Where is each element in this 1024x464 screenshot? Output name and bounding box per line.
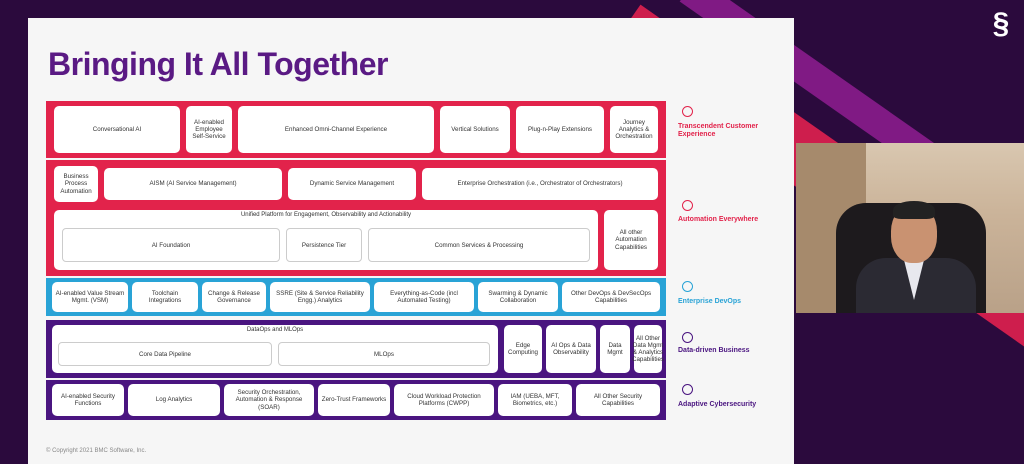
- cell-aism: AISM (AI Service Management): [104, 168, 282, 200]
- cell-iam: IAM (UEBA, MFT, Biometrics, etc.): [498, 384, 572, 416]
- cell-change-release: Change & Release Governance: [202, 282, 266, 312]
- cell-enterprise-orchestration: Enterprise Orchestration (i.e., Orchestr…: [422, 168, 658, 200]
- tce-band: Conversational AI AI-enabled Employee Se…: [46, 101, 666, 158]
- label-adaptive-cybersecurity: Adaptive Cybersecurity: [678, 401, 757, 408]
- cell-plug-n-play: Plug-n-Play Extensions: [516, 106, 604, 153]
- data-band: DataOps and MLOps Core Data Pipeline MLO…: [46, 320, 666, 378]
- copyright-text: © Copyright 2021 BMC Software, Inc.: [46, 448, 147, 454]
- cell-dynamic-service-management: Dynamic Service Management: [288, 168, 416, 200]
- cell-edge-computing: Edge Computing: [504, 325, 542, 373]
- cell-other-automation: All other Automation Capabilities: [604, 210, 658, 270]
- unified-platform-title: Unified Platform for Engagement, Observa…: [240, 212, 412, 218]
- cell-zero-trust: Zero-Trust Frameworks: [318, 384, 390, 416]
- brand-logo-icon: §: [992, 7, 1010, 40]
- inner-mlops: MLOps: [278, 342, 490, 366]
- cell-other-security: All Other Security Capabilities: [576, 384, 660, 416]
- cell-omni-channel: Enhanced Omni-Channel Experience: [238, 106, 434, 153]
- devops-band: AI-enabled Value Stream Mgmt. (VSM) Tool…: [46, 278, 666, 316]
- cell-ai-self-service: AI-enabled Employee Self-Service: [186, 106, 232, 153]
- cell-vsm: AI-enabled Value Stream Mgmt. (VSM): [52, 282, 128, 312]
- customer-experience-icon: [682, 106, 693, 117]
- inner-persistence-tier: Persistence Tier: [286, 228, 362, 262]
- inner-core-data-pipeline: Core Data Pipeline: [58, 342, 272, 366]
- cell-toolchain: Toolchain Integrations: [132, 282, 198, 312]
- cell-everything-as-code: Everything-as-Code (incl Automated Testi…: [374, 282, 474, 312]
- security-band: AI-enabled Security Functions Log Analyt…: [46, 380, 666, 420]
- cell-business-process-automation: Business Process Automation: [54, 166, 98, 202]
- label-automation-everywhere: Automation Everywhere: [678, 216, 759, 223]
- security-icon: [682, 384, 693, 395]
- cell-aiops-observability: AI Ops & Data Observability: [546, 325, 596, 373]
- automation-band: Business Process Automation AISM (AI Ser…: [46, 160, 666, 276]
- label-transcendent-cx: Transcendent Customer Experience: [678, 123, 759, 139]
- inner-ai-foundation: AI Foundation: [62, 228, 280, 262]
- dataops-mlops-title: DataOps and MLOps: [246, 327, 304, 333]
- data-icon: [682, 332, 693, 343]
- cell-log-analytics: Log Analytics: [128, 384, 220, 416]
- slide-title: Bringing It All Together: [48, 46, 388, 82]
- inner-common-services: Common Services & Processing: [368, 228, 590, 262]
- presentation-slide: Bringing It All Together Conversational …: [28, 18, 794, 464]
- cell-soar: Security Orchestration, Automation & Res…: [224, 384, 314, 416]
- cell-vertical-solutions: Vertical Solutions: [440, 106, 510, 153]
- cell-journey-analytics: Journey Analytics & Orchestration: [610, 106, 658, 153]
- label-enterprise-devops: Enterprise DevOps: [678, 298, 742, 305]
- video-speaker-hair: [893, 201, 935, 219]
- cell-other-devops: Other DevOps & DevSecOps Capabilities: [562, 282, 660, 312]
- cell-ssre: SSRE (Site & Service Reliability Engg.) …: [270, 282, 370, 312]
- unified-platform-group: Unified Platform for Engagement, Observa…: [54, 210, 598, 270]
- cell-ai-security: AI-enabled Security Functions: [52, 384, 124, 416]
- devops-icon: [682, 281, 693, 292]
- speaker-video-feed: [796, 143, 1024, 313]
- cell-cwpp: Cloud Workload Protection Platforms (CWP…: [394, 384, 494, 416]
- label-data-driven-business: Data-driven Business: [678, 347, 750, 354]
- cell-data-mgmt: Data Mgmt: [600, 325, 630, 373]
- dataops-mlops-group: DataOps and MLOps Core Data Pipeline MLO…: [52, 325, 498, 373]
- cell-conversational-ai: Conversational AI: [54, 106, 180, 153]
- cell-swarming: Swarming & Dynamic Collaboration: [478, 282, 558, 312]
- automation-icon: [682, 200, 693, 211]
- cell-other-data: All Other Data Mgmt & Analytics Capabili…: [632, 325, 664, 373]
